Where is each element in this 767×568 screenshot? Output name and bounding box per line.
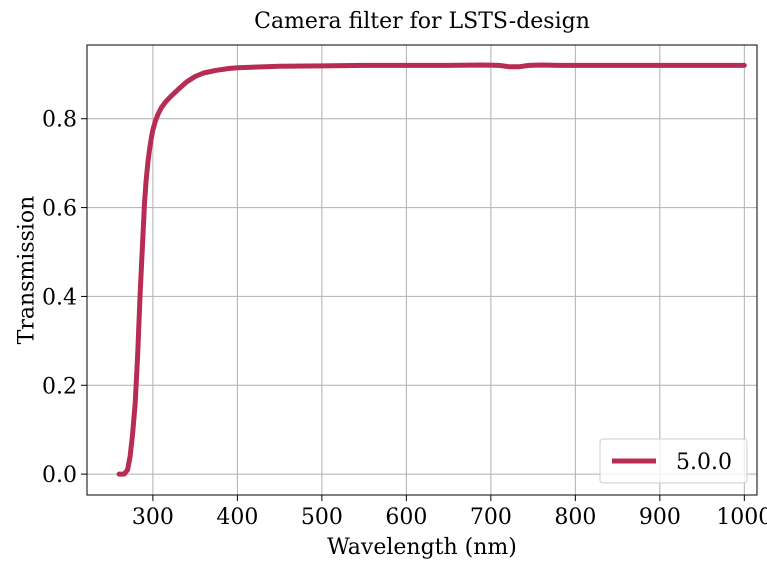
x-tick-label: 500 (301, 505, 343, 530)
x-tick-label: 300 (132, 505, 174, 530)
y-tick-label: 0.8 (42, 108, 77, 133)
x-tick-label: 1000 (716, 505, 767, 530)
y-tick-label: 0.2 (42, 374, 77, 399)
chart-title: Camera filter for LSTS-design (254, 9, 590, 34)
y-tick-label: 0.6 (42, 197, 77, 222)
legend-label: 5.0.0 (676, 450, 732, 475)
grid (87, 45, 757, 495)
y-tick-label: 0.0 (42, 463, 77, 488)
legend: 5.0.0 (599, 438, 748, 484)
axes-frame (86, 44, 758, 496)
y-tick-label: 0.4 (42, 285, 77, 310)
plot-lines (116, 62, 747, 477)
legend-box (599, 438, 748, 484)
x-tick-label: 400 (216, 505, 258, 530)
y-axis-label: Transmission (15, 196, 40, 345)
series-line (116, 62, 747, 477)
x-tick-label: 700 (470, 505, 512, 530)
x-axis-label: Wavelength (nm) (327, 535, 517, 560)
x-tick-label: 600 (385, 505, 427, 530)
x-tick-label: 900 (639, 505, 681, 530)
ticks: 300 400 500 600 700 800 900 1000 0.0 0.2 0.4 0.6 0.8 (42, 108, 767, 530)
x-tick-label: 800 (554, 505, 596, 530)
